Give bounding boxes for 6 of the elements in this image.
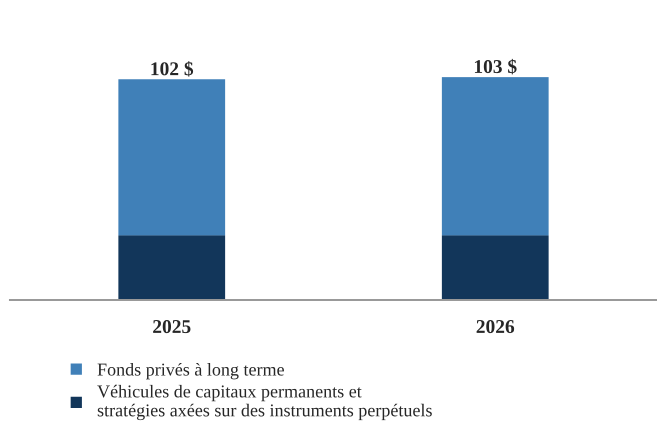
annotation: 103 $ <box>474 58 517 74</box>
legend-label: Véhicules de capitaux permanents et stratégies axées sur des instruments perpétuels <box>97 384 432 420</box>
annotation: 102 $ <box>151 61 194 77</box>
x-tick-label: 2025 <box>153 320 190 334</box>
legend-label: Fonds privés à long terme <box>98 362 284 380</box>
x-tick-label: 2026 <box>476 320 514 334</box>
